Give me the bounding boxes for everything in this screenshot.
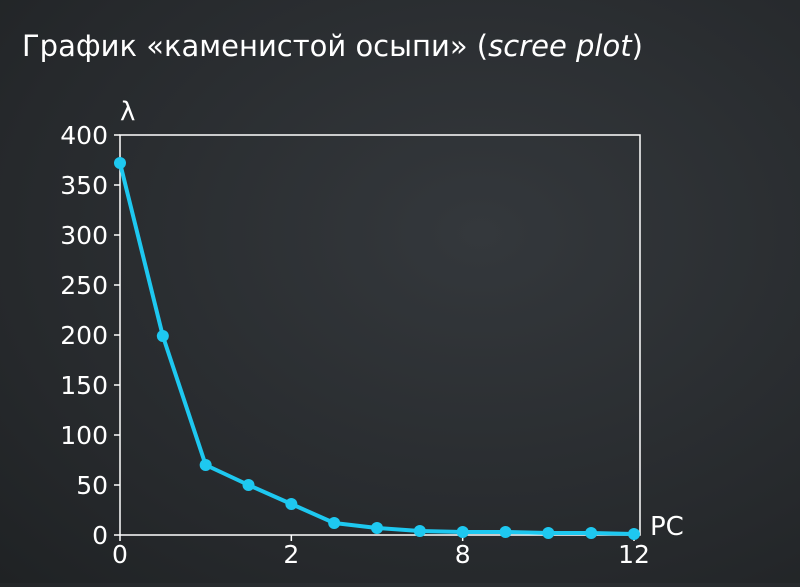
data-point bbox=[114, 157, 126, 169]
x-tick-label: 12 bbox=[618, 540, 650, 569]
data-point bbox=[156, 330, 169, 342]
y-tick-label: 400 bbox=[60, 121, 108, 150]
y-tick-label: 200 bbox=[60, 321, 108, 350]
data-point bbox=[242, 479, 255, 491]
data-point bbox=[456, 526, 469, 538]
x-tick-label: 0 bbox=[112, 540, 128, 569]
title-part: ) bbox=[632, 29, 643, 63]
data-point bbox=[285, 498, 298, 510]
chart-title: График «каменистой осыпи» (scree plot) bbox=[22, 29, 643, 63]
y-tick-label: 250 bbox=[60, 271, 108, 300]
y-tick-label: 50 bbox=[76, 471, 108, 500]
data-point bbox=[371, 522, 383, 534]
x-tick-label: 2 bbox=[283, 540, 299, 569]
title-part: scree plot bbox=[488, 29, 633, 63]
y-tick-label: 0 bbox=[92, 521, 108, 550]
data-point bbox=[199, 459, 212, 471]
x-axis-label: PC bbox=[650, 512, 684, 542]
y-tick-label: 100 bbox=[60, 421, 108, 450]
y-tick-label: 350 bbox=[60, 171, 108, 200]
y-tick-label: 300 bbox=[60, 221, 108, 250]
data-point bbox=[499, 526, 512, 538]
data-point bbox=[328, 517, 341, 529]
series-line bbox=[118, 162, 635, 536]
y-tick-label: 150 bbox=[60, 371, 108, 400]
data-point bbox=[628, 528, 640, 540]
title-part: График «каменистой осыпи» ( bbox=[22, 29, 488, 63]
y-axis-label: λ bbox=[120, 97, 135, 127]
x-tick-label: 8 bbox=[455, 540, 471, 569]
data-point bbox=[585, 527, 598, 539]
plot-frame bbox=[119, 134, 641, 536]
data-point bbox=[413, 525, 426, 537]
data-point bbox=[542, 527, 555, 539]
